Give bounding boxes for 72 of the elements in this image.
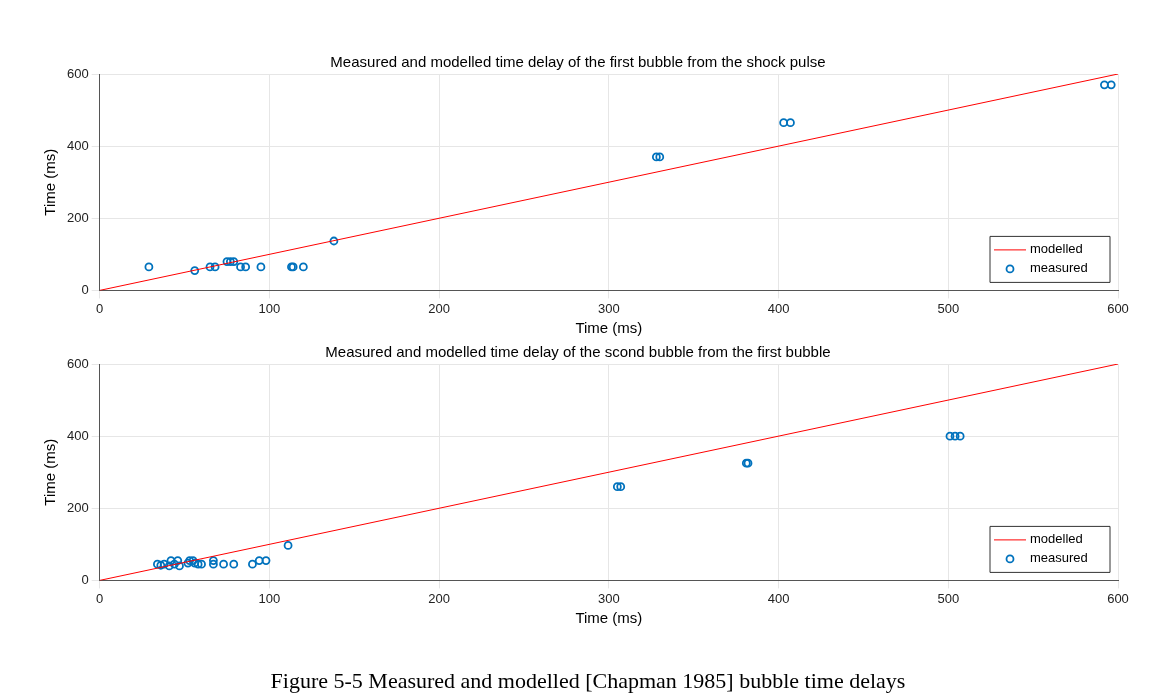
- x-tick-label: 100: [258, 590, 281, 606]
- point: [254, 556, 264, 565]
- legend-label: measured: [1030, 260, 1088, 276]
- point: [945, 431, 955, 441]
- chart-title: Measured and modelled time delay of the first bubble from the shock pulse: [330, 53, 826, 71]
- x-tick-label: 0: [96, 300, 104, 316]
- point: [651, 152, 661, 162]
- x-tick-label: 600: [1107, 590, 1129, 606]
- point: [236, 262, 245, 272]
- y-tick-label: 400: [66, 137, 89, 153]
- point: [612, 482, 622, 492]
- y-tick-label: 600: [66, 65, 89, 81]
- point: [248, 559, 257, 569]
- point: [188, 556, 198, 565]
- y-tick-label: 400: [66, 427, 89, 443]
- x-tick-label: 200: [428, 590, 450, 606]
- x-tick-label: 0: [96, 590, 104, 606]
- point: [261, 556, 271, 565]
- point: [169, 559, 179, 569]
- point: [298, 262, 308, 272]
- x-tick-label: 300: [597, 590, 620, 606]
- point: [209, 556, 218, 565]
- y-axis-title: Time (ms): [41, 438, 59, 506]
- y-tick-label: 600: [66, 355, 89, 371]
- point: [190, 266, 200, 275]
- y-tick-label: 0: [81, 571, 89, 587]
- point: [779, 118, 789, 128]
- point: [229, 257, 239, 266]
- point: [166, 556, 176, 565]
- point: [209, 559, 218, 569]
- x-tick-label: 200: [428, 300, 450, 316]
- point: [616, 482, 626, 492]
- point: [1106, 80, 1116, 90]
- legend-label: modelled: [1030, 241, 1083, 257]
- point: [655, 152, 665, 162]
- point: [197, 559, 206, 569]
- y-tick-label: 200: [66, 499, 89, 515]
- x-tick-label: 500: [937, 590, 960, 606]
- point: [219, 559, 228, 569]
- point: [152, 559, 162, 569]
- point: [210, 262, 220, 272]
- x-tick-label: 400: [767, 300, 790, 316]
- y-axis-title: Time (ms): [41, 148, 59, 216]
- x-tick-label: 600: [1107, 300, 1129, 316]
- point: [173, 556, 183, 565]
- point: [144, 262, 154, 272]
- point: [229, 559, 239, 569]
- point: [225, 257, 235, 266]
- point: [283, 541, 293, 550]
- point: [1100, 80, 1109, 90]
- chart-title: Measured and modelled time delay of the scond bubble from the first bubble: [325, 343, 831, 361]
- point: [175, 561, 184, 571]
- x-tick-label: 100: [258, 300, 281, 316]
- point: [256, 262, 266, 272]
- point: [205, 262, 215, 272]
- x-axis-title: Time (ms): [575, 319, 643, 337]
- point: [164, 561, 174, 571]
- caption: Figure 5-5 Measured and modelled [Chapman 1985] bubble time delays: [269, 668, 907, 694]
- legend-label: modelled: [1030, 531, 1083, 547]
- x-tick-label: 400: [767, 590, 790, 606]
- point: [222, 257, 232, 266]
- point: [241, 262, 251, 272]
- legend-label: measured: [1030, 550, 1088, 566]
- x-tick-label: 300: [597, 300, 620, 316]
- y-tick-label: 200: [66, 209, 89, 225]
- x-tick-label: 500: [937, 300, 960, 316]
- point: [329, 236, 339, 246]
- x-axis-title: Time (ms): [575, 609, 643, 627]
- point: [955, 431, 965, 441]
- point: [950, 431, 960, 441]
- y-tick-label: 0: [81, 281, 89, 297]
- point: [786, 118, 795, 128]
